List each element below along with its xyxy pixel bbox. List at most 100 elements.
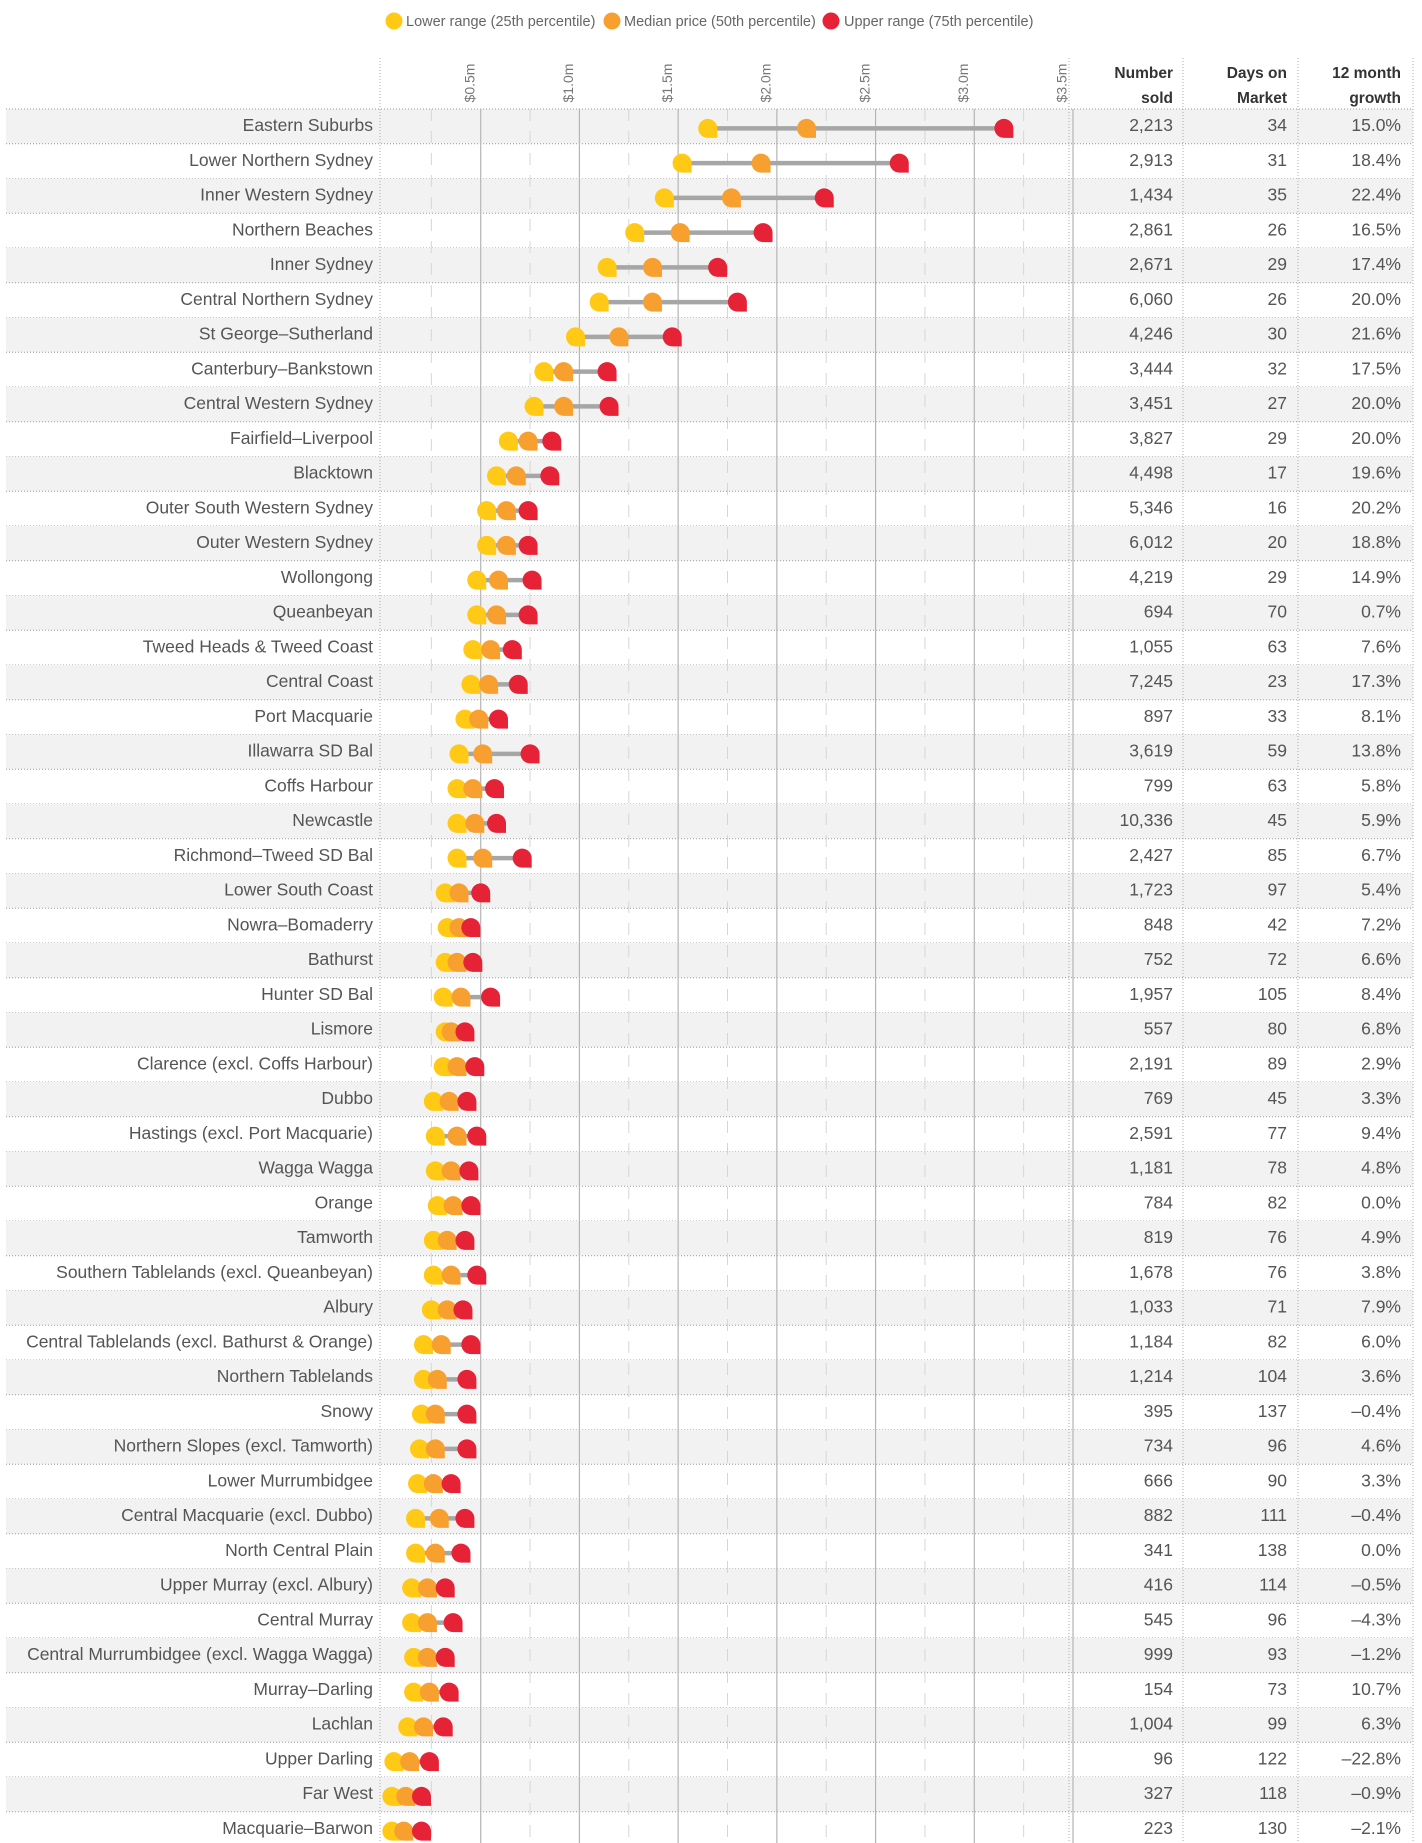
row-band <box>6 387 1413 422</box>
table-cell: 1,214 <box>1129 1366 1173 1386</box>
table-cell: –0.4% <box>1351 1401 1401 1421</box>
table-cell: 96 <box>1268 1436 1287 1456</box>
table-cell: –22.8% <box>1342 1748 1401 1768</box>
table-cell: –0.4% <box>1351 1505 1401 1525</box>
marker <box>441 1474 461 1494</box>
x-tick-label: $1.0m <box>560 64 576 103</box>
table-cell: 1,184 <box>1129 1331 1173 1351</box>
table-cell: 4.6% <box>1361 1436 1401 1456</box>
table-cell: –0.9% <box>1351 1783 1401 1803</box>
row-band <box>6 456 1413 492</box>
marker <box>411 1821 431 1841</box>
table-cell: 6,060 <box>1129 289 1173 309</box>
table-cell: 4,498 <box>1129 463 1173 483</box>
table-cell: 20.0% <box>1351 428 1401 448</box>
row-band <box>6 1638 1413 1673</box>
marker <box>413 1369 433 1389</box>
marker <box>463 779 483 799</box>
row-label: Lachlan <box>312 1714 373 1734</box>
column-header: Number <box>1114 65 1173 82</box>
table-cell: 89 <box>1268 1053 1287 1073</box>
row-label: Inner Western Sydney <box>200 185 373 205</box>
marker <box>520 744 540 764</box>
table-cell: 30 <box>1268 324 1288 344</box>
row-label: Central Western Sydney <box>184 393 374 413</box>
table-cell: 29 <box>1268 254 1287 274</box>
marker <box>467 1265 487 1285</box>
marker <box>443 1196 463 1216</box>
marker <box>670 223 690 243</box>
table-cell: 32 <box>1268 358 1287 378</box>
table-cell: 19.6% <box>1351 463 1401 483</box>
table-cell: 1,033 <box>1129 1297 1173 1317</box>
column-header: 12 month <box>1332 65 1401 82</box>
row-label: Central Tablelands (excl. Bathurst & Ora… <box>26 1331 373 1351</box>
table-cell: 105 <box>1258 984 1287 1004</box>
row-label: Orange <box>315 1192 373 1212</box>
table-cell: 27 <box>1268 393 1287 413</box>
marker <box>814 188 834 208</box>
marker <box>994 118 1014 138</box>
marker <box>423 1230 443 1250</box>
legend-swatch <box>822 12 840 30</box>
marker <box>457 1091 477 1111</box>
marker <box>404 1682 424 1702</box>
table-cell: 82 <box>1268 1331 1287 1351</box>
table-cell: 4,219 <box>1129 567 1173 587</box>
marker <box>672 153 692 173</box>
marker <box>382 1786 402 1806</box>
table-cell: 82 <box>1268 1192 1287 1212</box>
marker <box>477 535 497 555</box>
x-tick-label: $2.0m <box>758 64 774 103</box>
row-label: Newcastle <box>292 810 373 830</box>
table-cell: 18.8% <box>1351 532 1401 552</box>
table-cell: 5.4% <box>1361 880 1401 900</box>
table-cell: 18.4% <box>1351 150 1401 170</box>
row-label: Central Northern Sydney <box>180 289 373 309</box>
table-cell: 6.8% <box>1361 1019 1401 1039</box>
marker <box>441 1265 461 1285</box>
row-label: Hunter SD Bal <box>261 984 373 1004</box>
table-cell: 26 <box>1268 219 1287 239</box>
marker <box>455 1508 475 1528</box>
marker <box>433 1717 453 1737</box>
table-cell: 1,723 <box>1129 880 1173 900</box>
marker <box>708 257 728 277</box>
row-band <box>6 1082 1413 1117</box>
marker <box>447 813 467 833</box>
table-cell: 5.9% <box>1361 810 1401 830</box>
table-cell: 20 <box>1268 532 1288 552</box>
marker <box>449 883 469 903</box>
marker <box>455 1022 475 1042</box>
row-label: Far West <box>302 1783 373 1803</box>
x-tick-label: $3.5m <box>1054 64 1070 103</box>
marker <box>512 848 532 868</box>
marker <box>485 779 505 799</box>
marker <box>496 535 516 555</box>
table-cell: 2,861 <box>1129 219 1173 239</box>
marker <box>662 327 682 347</box>
marker <box>488 709 508 729</box>
table-cell: 799 <box>1144 775 1173 795</box>
row-label: Macquarie–Barwon <box>222 1818 373 1838</box>
table-cell: 3.3% <box>1361 1470 1401 1490</box>
table-cell: 17 <box>1268 463 1287 483</box>
marker <box>423 1265 443 1285</box>
table-cell: 118 <box>1259 1783 1287 1803</box>
table-cell: 130 <box>1258 1818 1287 1838</box>
table-cell: 154 <box>1144 1679 1173 1699</box>
table-cell: 17.5% <box>1351 358 1401 378</box>
table-cell: 416 <box>1144 1575 1173 1595</box>
marker <box>411 1786 431 1806</box>
marker <box>625 223 645 243</box>
row-band <box>6 804 1413 839</box>
table-cell: 10.7% <box>1351 1679 1401 1699</box>
row-band <box>6 1221 1413 1256</box>
row-label: Nowra–Bomaderry <box>227 914 373 934</box>
marker <box>654 188 674 208</box>
table-cell: 752 <box>1144 949 1173 969</box>
row-band <box>6 1012 1413 1048</box>
row-band <box>6 1290 1413 1326</box>
marker <box>433 987 453 1007</box>
